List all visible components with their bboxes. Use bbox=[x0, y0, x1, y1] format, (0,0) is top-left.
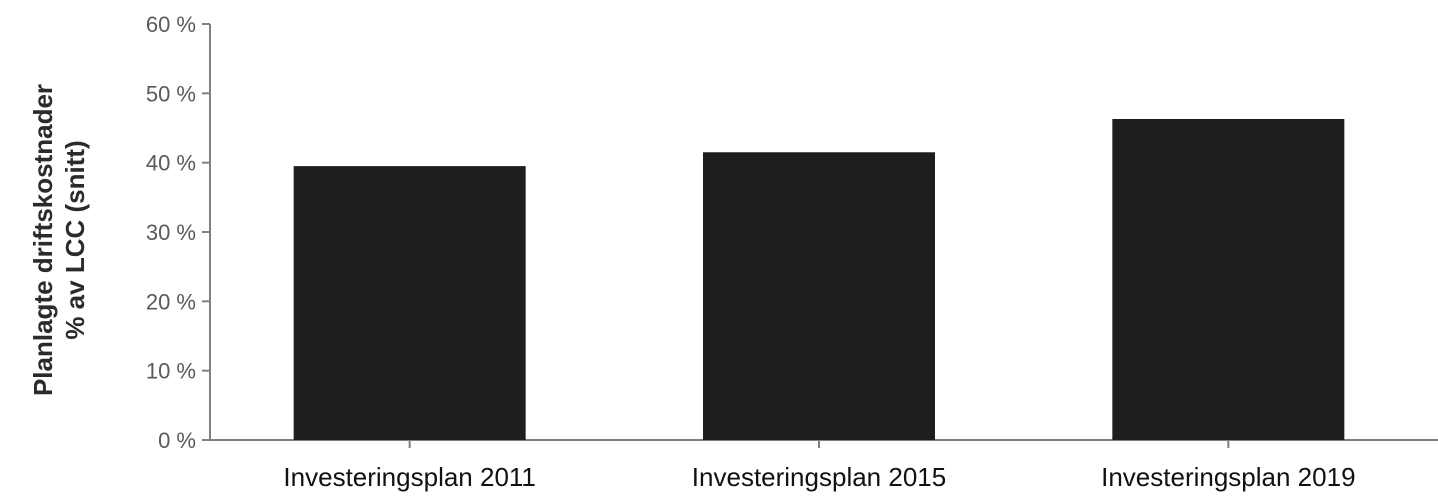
x-ticks: Investeringsplan 2011 Investeringsplan 20… bbox=[283, 440, 1356, 492]
y-axis-title-line-1: Planlagte driftskostnader bbox=[28, 84, 58, 396]
bar bbox=[1112, 118, 1345, 440]
bar bbox=[703, 152, 935, 440]
y-tick-label: 60 % bbox=[146, 12, 196, 37]
y-tick-label: 20 % bbox=[146, 289, 196, 314]
y-tick-label: 30 % bbox=[146, 220, 196, 245]
y-axis-title: Planlagte driftskostnader % av LCC (snit… bbox=[28, 84, 90, 396]
x-tick-label: Investeringsplan 2019 bbox=[1101, 462, 1355, 492]
y-tick-label: 40 % bbox=[146, 151, 196, 176]
bar bbox=[293, 166, 526, 440]
y-tick-label: 10 % bbox=[146, 359, 196, 384]
bars bbox=[293, 118, 1345, 440]
y-axis-title-line-2: % av LCC (snitt) bbox=[60, 140, 90, 339]
y-ticks: 0 % 10 % 20 % 30 % 40 % 50 % 60 % bbox=[146, 12, 210, 453]
y-tick-label: 50 % bbox=[146, 81, 196, 106]
x-tick-label: Investeringsplan 2011 bbox=[283, 462, 535, 492]
y-tick-label: 0 % bbox=[158, 428, 196, 453]
x-tick-label: Investeringsplan 2015 bbox=[692, 462, 946, 492]
